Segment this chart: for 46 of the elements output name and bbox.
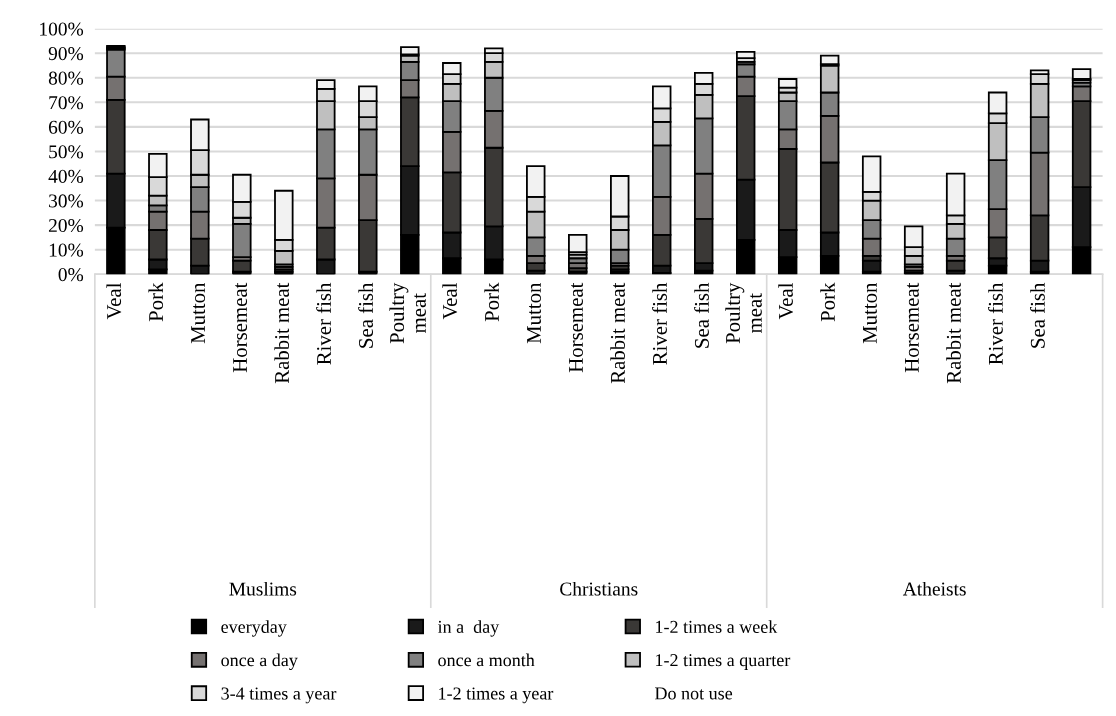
x-tick-label: Sea fish <box>1029 282 1045 348</box>
legend-label: everyday <box>221 620 287 637</box>
y-tick-label: 30% <box>49 194 84 208</box>
x-tick-label: Poultry meat <box>389 282 426 344</box>
text: Christians <box>560 581 638 596</box>
x-tick-label: Horsemeat <box>569 282 583 373</box>
x-tick-label: Veal <box>106 282 122 320</box>
legend-label: 1-2 times a week <box>656 620 778 633</box>
legend-label: once a day <box>221 653 298 670</box>
x-tick-label: Rabbit meat <box>946 282 961 384</box>
legend-label: 3-4 times a year <box>221 687 337 704</box>
x-tick-label: River fish <box>652 282 667 365</box>
x-tick-label: Sea fish <box>694 282 709 348</box>
x-tick-label: River fish <box>316 282 332 365</box>
legend-label: 1-2 times a quarter <box>656 654 791 670</box>
y-tick-label: 70% <box>49 96 84 110</box>
x-tick-label: Rabbit meat <box>610 282 625 384</box>
y-tick-label: 90% <box>48 47 84 61</box>
x-tick-label: Veal <box>778 282 794 320</box>
x-tick-label: Pork <box>820 282 835 322</box>
x-tick-label: Poultry meat <box>725 282 762 344</box>
x-tick-label: Horsemeat <box>905 282 919 373</box>
x-tick-label: Sea fish <box>358 282 374 348</box>
x-tick-label: River fish <box>987 282 1003 365</box>
legend-label: once a month <box>438 653 535 667</box>
legend-label: 1-2 times a year <box>439 687 554 704</box>
x-tick-label: Mutton <box>527 282 541 344</box>
text: Do not use <box>654 687 733 700</box>
y-tick-label: 20% <box>48 218 84 233</box>
x-tick-label: Pork <box>484 282 499 322</box>
y-tick-label: 40% <box>48 169 84 183</box>
y-tick-label: 60% <box>48 120 84 134</box>
legend-label: in a day <box>437 620 500 637</box>
text: Atheists <box>902 581 966 596</box>
y-tick-label: 100% <box>40 22 84 36</box>
x-tick-label: Rabbit meat <box>274 282 290 384</box>
text: Muslims <box>229 581 297 596</box>
y-tick-label: 0% <box>58 268 84 282</box>
y-tick-label: 50% <box>49 145 84 159</box>
x-tick-label: Veal <box>442 282 458 320</box>
x-tick-label: Mutton <box>191 282 206 344</box>
x-tick-label: Horsemeat <box>233 282 248 373</box>
y-tick-label: 10% <box>49 243 84 257</box>
y-tick-label: 80% <box>48 71 84 85</box>
x-tick-label: Mutton <box>863 282 877 344</box>
x-tick-label: Pork <box>148 282 164 322</box>
